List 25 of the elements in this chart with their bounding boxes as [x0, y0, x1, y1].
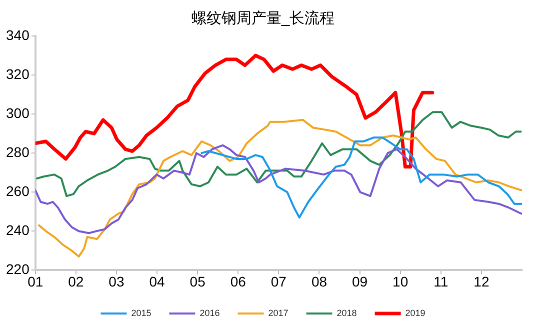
x-tick-label: 07: [270, 273, 287, 290]
y-tick-label: 220: [6, 261, 30, 278]
legend-label: 2015: [131, 308, 152, 318]
x-tick-label: 08: [311, 273, 328, 290]
x-tick-label: 11: [434, 273, 448, 290]
x-tick-label: 12: [474, 273, 490, 290]
x-tick-label: 01: [28, 273, 44, 290]
x-tick-label: 05: [190, 273, 206, 290]
x-tick-label: 03: [108, 273, 124, 290]
legend-label: 2018: [336, 308, 357, 318]
x-tick-label: 09: [352, 273, 368, 290]
y-tick-label: 260: [6, 182, 30, 199]
chart-title: 螺纹钢周产量_长流程: [191, 10, 335, 28]
y-tick-label: 280: [6, 144, 30, 160]
legend-label: 2019: [405, 308, 426, 318]
y-tick-label: 320: [6, 66, 30, 82]
x-tick-label: 04: [149, 273, 166, 290]
y-tick-label: 300: [6, 104, 30, 121]
legend-label: 2017: [268, 308, 288, 318]
x-tick-label: 10: [392, 273, 408, 290]
x-tick-label: 02: [68, 273, 84, 290]
y-tick-label: 340: [6, 26, 30, 43]
x-tick-label: 06: [230, 273, 246, 290]
y-tick-label: 240: [6, 222, 30, 238]
legend-label: 2016: [200, 308, 220, 318]
